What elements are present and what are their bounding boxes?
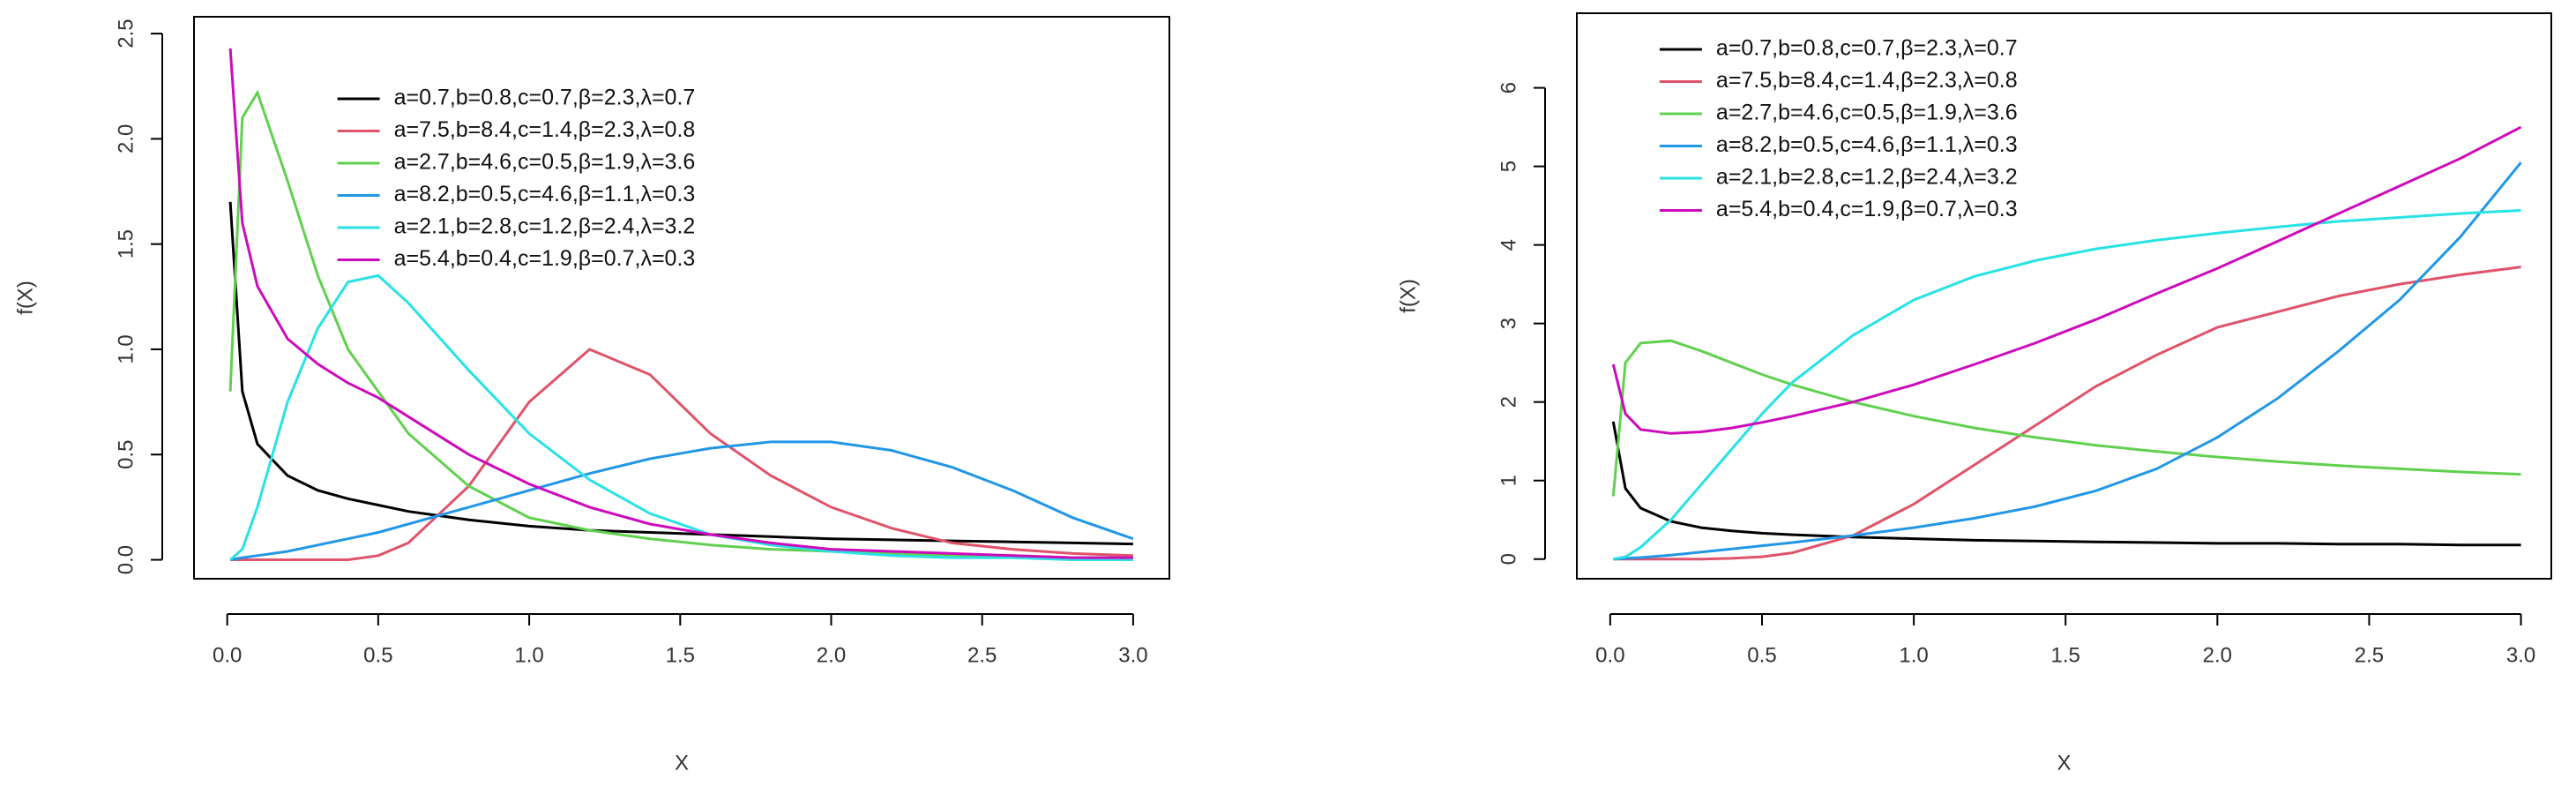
legend-label: a=0.7,b=0.8,c=0.7,β=2.3,λ=0.7 — [394, 86, 696, 110]
series-line — [229, 273, 1133, 561]
y-tick-label: 4 — [1497, 239, 1520, 251]
y-tick-label: 6 — [1497, 82, 1520, 94]
series-line — [230, 348, 1133, 561]
legend: a=0.7,b=0.8,c=0.7,β=2.3,λ=0.7 a=7.5,b=8.4… — [1659, 36, 2018, 221]
x-axis-title: X — [2057, 751, 2071, 775]
legend-label: a=2.1,b=2.8,c=1.2,β=2.4,λ=3.2 — [1716, 165, 2018, 190]
legend-label: a=7.5,b=8.4,c=1.4,β=2.3,λ=0.8 — [394, 117, 696, 142]
legend-label: a=2.7,b=4.6,c=0.5,β=1.9,λ=3.6 — [394, 150, 696, 175]
y-tick-label: 5 — [1497, 161, 1520, 172]
plot-frame — [1576, 12, 2552, 580]
x-tick-label: 2.5 — [2355, 643, 2384, 667]
y-axis-title: f(X) — [13, 281, 37, 315]
y-tick-label: 2.5 — [114, 19, 138, 48]
x-tick-label: 2.0 — [817, 643, 846, 667]
series-line — [229, 440, 1134, 561]
series-line — [1613, 209, 2521, 561]
legend-label: a=8.2,b=0.5,c=4.6,β=1.1,λ=0.3 — [394, 182, 696, 206]
x-tick-label: 0.5 — [363, 643, 392, 667]
legend: a=0.7,b=0.8,c=0.7,β=2.3,λ=0.7 a=7.5,b=8.4… — [337, 86, 696, 271]
y-tick-label: 0 — [1497, 553, 1520, 565]
legend-label: a=2.1,b=2.8,c=1.2,β=2.4,λ=3.2 — [394, 214, 696, 239]
series-line — [1611, 421, 2521, 547]
plot-frame — [193, 16, 1170, 580]
y-tick-label: 0.5 — [114, 440, 138, 469]
series-line — [228, 48, 1133, 559]
y-tick-label: 1 — [1497, 475, 1520, 486]
legend-label: a=2.7,b=4.6,c=0.5,β=1.9,λ=3.6 — [1716, 101, 2018, 125]
legend-label: a=0.7,b=0.8,c=0.7,β=2.3,λ=0.7 — [1716, 36, 2018, 61]
chart: 0.0 0.5 1.0 1.5 2.0 2.5 3.0 0.0 0.5 1.0 1.5 2.0 2.5 X… — [13, 16, 1170, 775]
x-tick-label: 0.5 — [1747, 643, 1776, 667]
x-tick-label: 1.0 — [514, 643, 543, 667]
x-tick-label: 0.0 — [1595, 643, 1624, 667]
x-tick-label: 0.0 — [213, 643, 242, 667]
x-tick-label: 1.5 — [666, 643, 695, 667]
x-tick-label: 3.0 — [1118, 643, 1147, 667]
y-tick-label: 3 — [1497, 318, 1520, 329]
x-tick-label: 2.0 — [2203, 643, 2232, 667]
x-tick-label: 1.0 — [1899, 643, 1928, 667]
y-tick-label: 2.0 — [114, 124, 138, 154]
x-axis-title: X — [675, 751, 689, 775]
x-tick-label: 3.0 — [2506, 643, 2535, 667]
legend-label: a=5.4,b=0.4,c=1.9,β=0.7,λ=0.3 — [394, 246, 696, 271]
x-tick-label: 2.5 — [967, 643, 997, 667]
legend-label: a=7.5,b=8.4,c=1.4,β=2.3,λ=0.8 — [1716, 68, 2018, 93]
y-tick-label: 2 — [1497, 396, 1520, 408]
legend-label: a=8.2,b=0.5,c=4.6,β=1.1,λ=0.3 — [1716, 132, 2018, 157]
y-axis-title: f(X) — [1396, 279, 1420, 313]
y-tick-label: 1.0 — [114, 334, 138, 363]
x-tick-label: 1.5 — [2051, 643, 2080, 667]
chart: 0.0 0.5 1.0 1.5 2.0 2.5 3.0 0 1 2 3 4 5 6 Xf(X) a=0.7,b… — [1396, 12, 2552, 775]
y-tick-label: 0.0 — [114, 545, 138, 574]
series-line — [1611, 339, 2521, 497]
series-line — [228, 89, 1133, 559]
series-line — [1611, 125, 2522, 435]
series-line — [1613, 266, 2521, 561]
y-tick-label: 1.5 — [114, 229, 138, 258]
legend-label: a=5.4,b=0.4,c=1.9,β=0.7,λ=0.3 — [1716, 197, 2018, 221]
series-line — [1613, 161, 2522, 561]
